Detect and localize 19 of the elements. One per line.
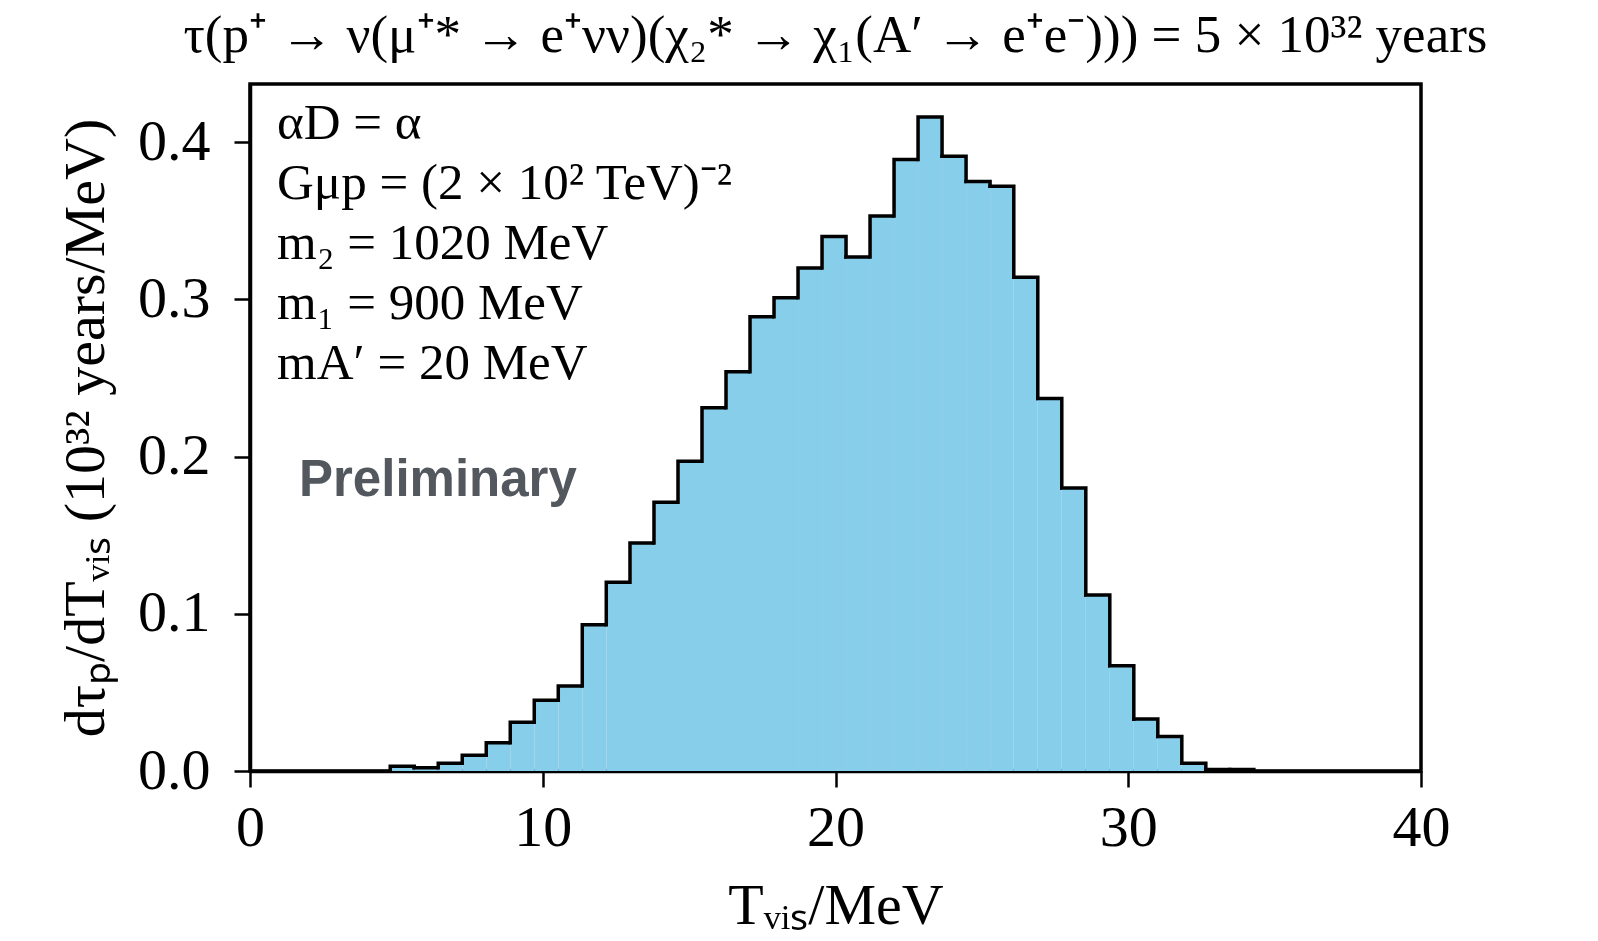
y-tick-label: 0.2	[138, 422, 211, 488]
x-tick-label: 0	[236, 793, 265, 859]
y-tick-label: 0.1	[138, 579, 211, 645]
x-tick-label: 20	[807, 793, 865, 859]
annotation: Gμp = (2 × 10² TeV)⁻²	[277, 154, 733, 210]
y-tick-label: 0.4	[138, 107, 211, 173]
annotation: Preliminary	[299, 450, 578, 507]
annotation: m₁ = 900 MeV	[277, 274, 583, 330]
x-tick-label: 40	[1392, 793, 1451, 859]
x-axis-title: Tᵥᵢₛ/MeV	[728, 871, 944, 937]
annotation: mA′ = 20 MeV	[277, 334, 588, 390]
x-tick-label: 30	[1099, 793, 1158, 859]
annotation: m₂ = 1020 MeV	[277, 214, 609, 270]
chart-title: τ(p⁺ → ν(μ⁺* → e⁺νν)(χ₂* → χ₁(A′ → e⁺e⁻))) = 5 × 10³² years	[183, 5, 1488, 64]
x-tick-label: 10	[514, 793, 573, 859]
y-tick-label: 0.3	[138, 264, 211, 330]
annotation: αD = α	[277, 94, 422, 150]
y-axis-title: dτₚ/dTᵥᵢₛ (10³² years/MeV)	[52, 118, 118, 738]
y-tick-label: 0.0	[138, 736, 211, 802]
